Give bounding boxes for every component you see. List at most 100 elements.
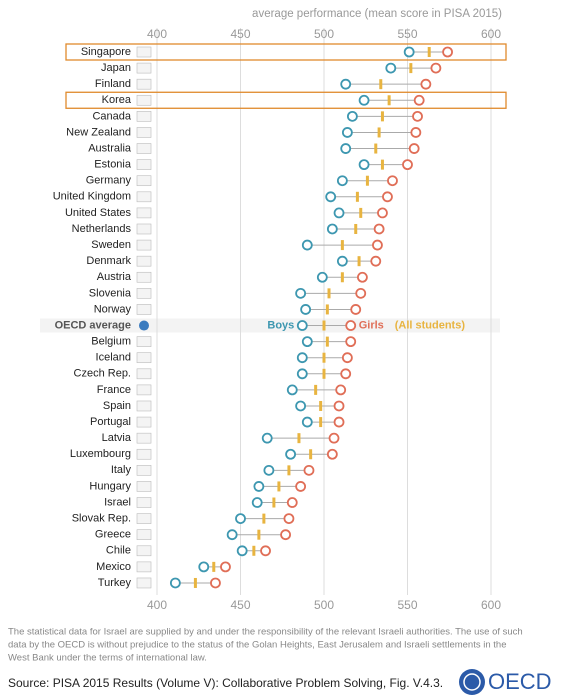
category-label: New Zealand [66,126,131,138]
girls-dot [326,448,338,460]
flag [136,207,152,219]
boys-dot [226,529,238,541]
all-students-mark [212,561,216,572]
boys-dot [325,191,337,203]
flag [136,465,152,476]
category-label: Singapore [81,46,131,58]
category-label: Slovak Rep. [72,513,131,525]
x-tick-label: 550 [397,27,417,41]
category-label: Israel [104,496,131,508]
flag [136,175,152,187]
flag [136,159,152,170]
category-label: Austria [97,271,132,283]
boys-dot [341,127,353,138]
all-students-mark [193,577,197,588]
girls-dot [357,271,368,283]
girls-dot [220,561,231,573]
girls-dot [340,368,352,380]
all-students-mark [355,191,359,202]
boys-dot [340,143,352,154]
all-students-mark [262,513,266,524]
girls-dot [333,416,345,428]
flag [136,577,152,589]
boys-dot [169,577,181,589]
category-label: Canada [92,110,131,122]
category-label: France [97,384,131,396]
all-students-mark [340,272,344,283]
flag [136,448,152,460]
all-students-mark [409,63,413,74]
all-students-mark [319,417,323,428]
category-label: United States [65,207,132,219]
boys-dot [358,94,370,106]
boys-dot [358,159,370,171]
category-label: Korea [102,94,132,106]
category-label: Estonia [94,159,132,171]
boys-dot [261,432,273,444]
all-students-mark [357,256,361,267]
girls-dot [372,239,383,251]
boys-dot [253,481,265,492]
girls-dot [442,46,453,58]
boys-dot [236,545,248,557]
note-line: West Bank under the terms of internation… [8,653,207,664]
oecd-icon [139,320,149,331]
all-students-mark [322,320,326,331]
all-students-mark [287,465,291,476]
flag [136,304,152,315]
logo-ring [463,673,481,691]
boys-dot [301,239,313,251]
flag [136,545,152,557]
x-tick-label: 600 [481,598,501,612]
girls-dot [280,529,291,541]
flag [136,239,152,251]
flag [136,481,152,492]
girls-dot [430,62,442,74]
category-label: Iceland [96,352,131,364]
flag [136,336,152,347]
all-students-mark [322,368,326,379]
all-students-mark [309,449,313,460]
all-students-mark [327,288,331,299]
category-label: Japan [101,62,131,74]
girls-dot [345,320,357,331]
all-students-mark [325,336,329,347]
boys-dot [296,320,308,331]
boys-dot [198,561,210,573]
boys-dot [295,287,307,299]
all-students-mark [427,47,431,57]
emphasis-band [40,318,500,333]
flag [136,127,152,138]
all-students-mark [297,433,301,444]
category-label: Spain [103,400,131,412]
flag [136,223,152,235]
all-students-mark [377,127,381,138]
x-tick-label: 500 [314,27,334,41]
boys-dot [333,207,345,219]
x-tick-label: 400 [147,27,167,41]
category-label: Chile [106,545,131,557]
category-label: Luxembourg [70,448,131,460]
boys-dot [326,223,338,235]
flag [136,191,152,203]
flag [136,352,152,364]
flag [136,78,152,90]
category-label: Finland [95,78,131,90]
flag [136,561,152,573]
flag [136,111,152,122]
flag [136,497,152,508]
all-students-mark [354,223,358,234]
category-label: Sweden [91,239,131,251]
category-label: Czech Rep. [74,368,131,380]
flag [136,288,152,299]
boys-dot [295,400,307,412]
x-tick-label: 450 [230,598,250,612]
all-students-mark [379,79,383,90]
all-students-mark [277,481,281,492]
boys-dot [385,62,397,74]
girls-dot [355,287,367,299]
all-students-mark [380,159,384,170]
category-label: Greece [95,529,131,541]
all-students-mark [359,207,363,218]
